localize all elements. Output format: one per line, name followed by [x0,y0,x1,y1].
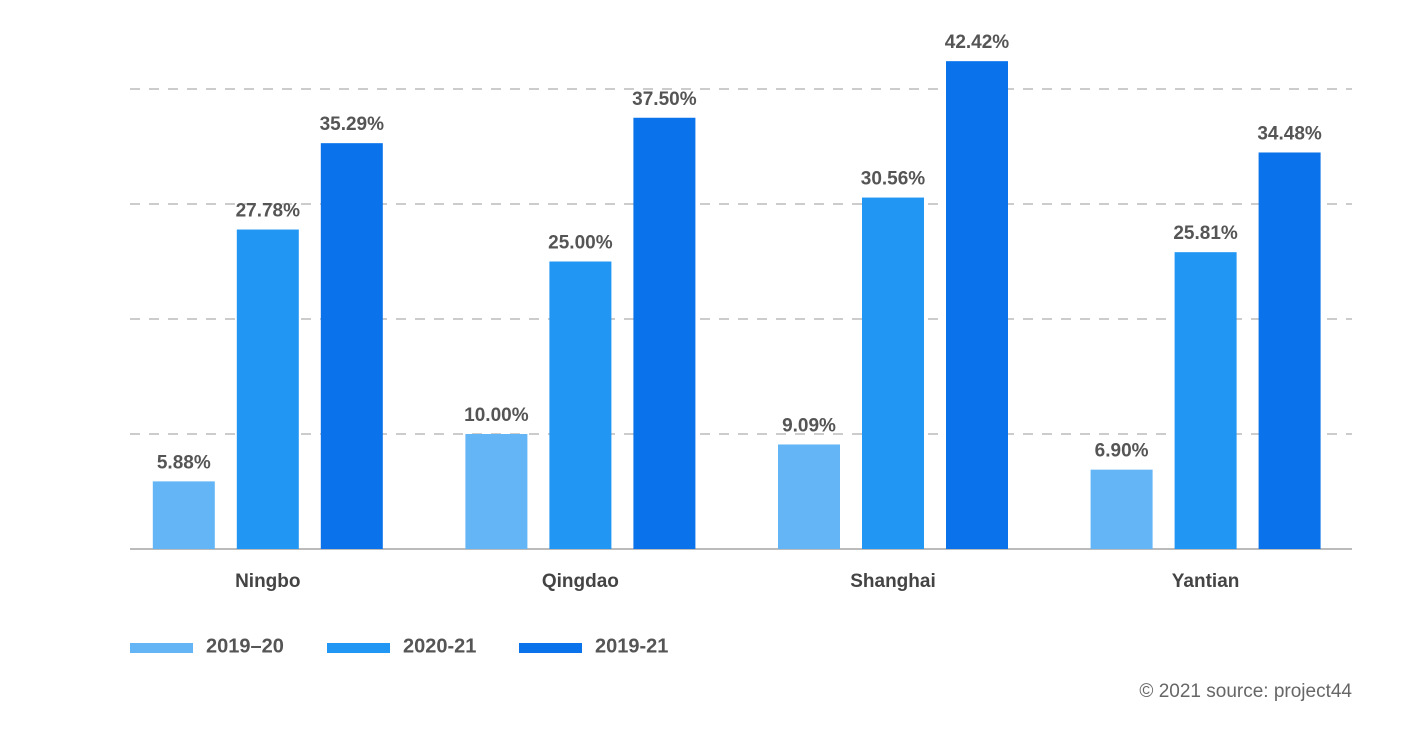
x-tick-label: Qingdao [542,571,619,592]
bar [152,481,215,549]
value-label: 37.50% [632,89,697,110]
bar [236,229,299,549]
value-label: 42.42% [945,32,1010,53]
value-label: 25.00% [548,233,613,254]
source-note: © 2021 source: project44 [1139,681,1352,702]
legend-label: 2019-21 [595,635,668,657]
value-label: 25.81% [1173,223,1238,244]
value-label: 5.88% [157,452,211,473]
value-label: 10.00% [464,405,529,426]
legend-swatch [519,643,582,653]
bar [862,197,924,549]
value-label: 27.78% [236,201,301,222]
value-label: 6.90% [1095,441,1149,462]
legend-label: 2020-21 [403,635,476,657]
x-tick-label: Ningbo [235,571,300,592]
bar [549,261,612,549]
bar [633,117,696,549]
legend-label: 2019–20 [206,635,284,657]
bar [320,143,383,550]
value-label: 34.48% [1257,123,1322,144]
value-label: 35.29% [320,114,385,135]
bar [465,434,528,549]
bar [1174,252,1237,549]
x-tick-label: Shanghai [850,571,936,592]
x-tick-label: Yantian [1172,571,1240,592]
value-label: 30.56% [861,169,926,190]
bar [778,444,840,549]
legend-swatch [327,643,390,653]
bar [946,61,1008,550]
bar [1090,469,1153,549]
value-label: 9.09% [782,415,836,436]
legend-swatch [130,643,193,653]
bar [1258,152,1321,550]
